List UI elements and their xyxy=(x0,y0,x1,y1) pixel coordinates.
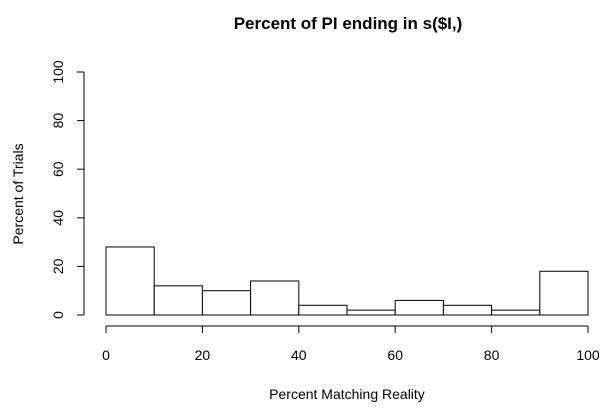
bars-group xyxy=(105,246,589,316)
y-tick-label: 100 xyxy=(50,60,66,84)
y-tick-label: 0 xyxy=(50,311,66,319)
x-axis: 0 20 40 60 80 100 xyxy=(102,325,600,363)
x-tick-label: 80 xyxy=(484,347,500,363)
histogram-bar xyxy=(394,299,444,316)
histogram-bar xyxy=(346,309,396,316)
x-tick-label: 20 xyxy=(195,347,211,363)
y-axis-label: Percent of Trials xyxy=(10,143,26,244)
histogram-bar xyxy=(105,246,155,316)
x-tick-label: 40 xyxy=(291,347,307,363)
x-tick-label: 100 xyxy=(576,347,600,363)
y-tick-label: 60 xyxy=(50,161,66,177)
y-tick-label: 80 xyxy=(50,113,66,129)
histogram-bar xyxy=(491,309,541,316)
y-axis: 0 20 40 60 80 100 xyxy=(50,60,85,319)
histogram-bar xyxy=(201,290,252,316)
histogram-bar xyxy=(298,304,348,316)
histogram-bar xyxy=(442,304,493,316)
x-axis-label: Percent Matching Reality xyxy=(269,386,425,402)
histogram-bar xyxy=(539,270,589,316)
y-tick-label: 20 xyxy=(50,258,66,274)
histogram-bar xyxy=(153,285,203,316)
chart-title: Percent of PI ending in s($I,) xyxy=(234,14,463,33)
histogram-bar xyxy=(250,280,300,316)
x-tick-label: 0 xyxy=(102,347,110,363)
x-tick-label: 60 xyxy=(387,347,403,363)
y-tick-label: 40 xyxy=(50,210,66,226)
